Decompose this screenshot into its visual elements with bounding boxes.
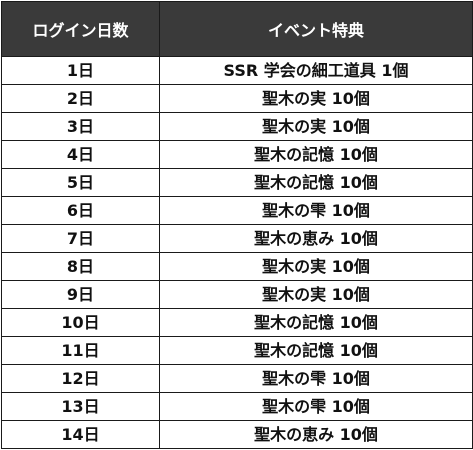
table-row: 8日 聖木の実 10個	[1, 252, 473, 281]
header-event-reward: イベント特典	[159, 1, 473, 57]
reward-cell: 聖木の雫 10個	[159, 392, 473, 421]
reward-cell: 聖木の実 10個	[159, 252, 473, 281]
reward-cell: 聖木の実 10個	[159, 280, 473, 309]
login-day-cell: 6日	[1, 196, 160, 225]
table-row: 1日 SSR 学会の細工道具 1個	[1, 56, 473, 85]
login-day-cell: 8日	[1, 252, 160, 281]
table-row: 14日 聖木の恵み 10個	[1, 420, 473, 449]
table-row: 2日 聖木の実 10個	[1, 84, 473, 113]
login-day-cell: 4日	[1, 140, 160, 169]
login-day-cell: 13日	[1, 392, 160, 421]
login-day-cell: 12日	[1, 364, 160, 393]
table-row: 11日 聖木の記憶 10個	[1, 336, 473, 365]
table-row: 9日 聖木の実 10個	[1, 280, 473, 309]
login-day-cell: 11日	[1, 336, 160, 365]
reward-cell: 聖木の実 10個	[159, 84, 473, 113]
reward-cell: 聖木の雫 10個	[159, 196, 473, 225]
table-row: 4日 聖木の記憶 10個	[1, 140, 473, 169]
reward-cell: SSR 学会の細工道具 1個	[159, 56, 473, 85]
header-login-days: ログイン日数	[1, 1, 160, 57]
reward-cell: 聖木の恵み 10個	[159, 224, 473, 253]
table-header-row: ログイン日数 イベント特典	[1, 1, 473, 57]
login-day-cell: 7日	[1, 224, 160, 253]
table-row: 12日 聖木の雫 10個	[1, 364, 473, 393]
login-day-cell: 3日	[1, 112, 160, 141]
reward-cell: 聖木の記憶 10個	[159, 140, 473, 169]
table-row: 10日 聖木の記憶 10個	[1, 308, 473, 337]
login-day-cell: 10日	[1, 308, 160, 337]
reward-cell: 聖木の実 10個	[159, 112, 473, 141]
reward-cell: 聖木の記憶 10個	[159, 168, 473, 197]
table-row: 13日 聖木の雫 10個	[1, 392, 473, 421]
table-row: 7日 聖木の恵み 10個	[1, 224, 473, 253]
table-row: 6日 聖木の雫 10個	[1, 196, 473, 225]
login-day-cell: 5日	[1, 168, 160, 197]
reward-cell: 聖木の雫 10個	[159, 364, 473, 393]
login-day-cell: 2日	[1, 84, 160, 113]
login-day-cell: 14日	[1, 420, 160, 449]
table-row: 5日 聖木の記憶 10個	[1, 168, 473, 197]
login-day-cell: 9日	[1, 280, 160, 309]
reward-cell: 聖木の記憶 10個	[159, 308, 473, 337]
reward-cell: 聖木の恵み 10個	[159, 420, 473, 449]
reward-cell: 聖木の記憶 10個	[159, 336, 473, 365]
table-row: 3日 聖木の実 10個	[1, 112, 473, 141]
login-day-cell: 1日	[1, 56, 160, 85]
